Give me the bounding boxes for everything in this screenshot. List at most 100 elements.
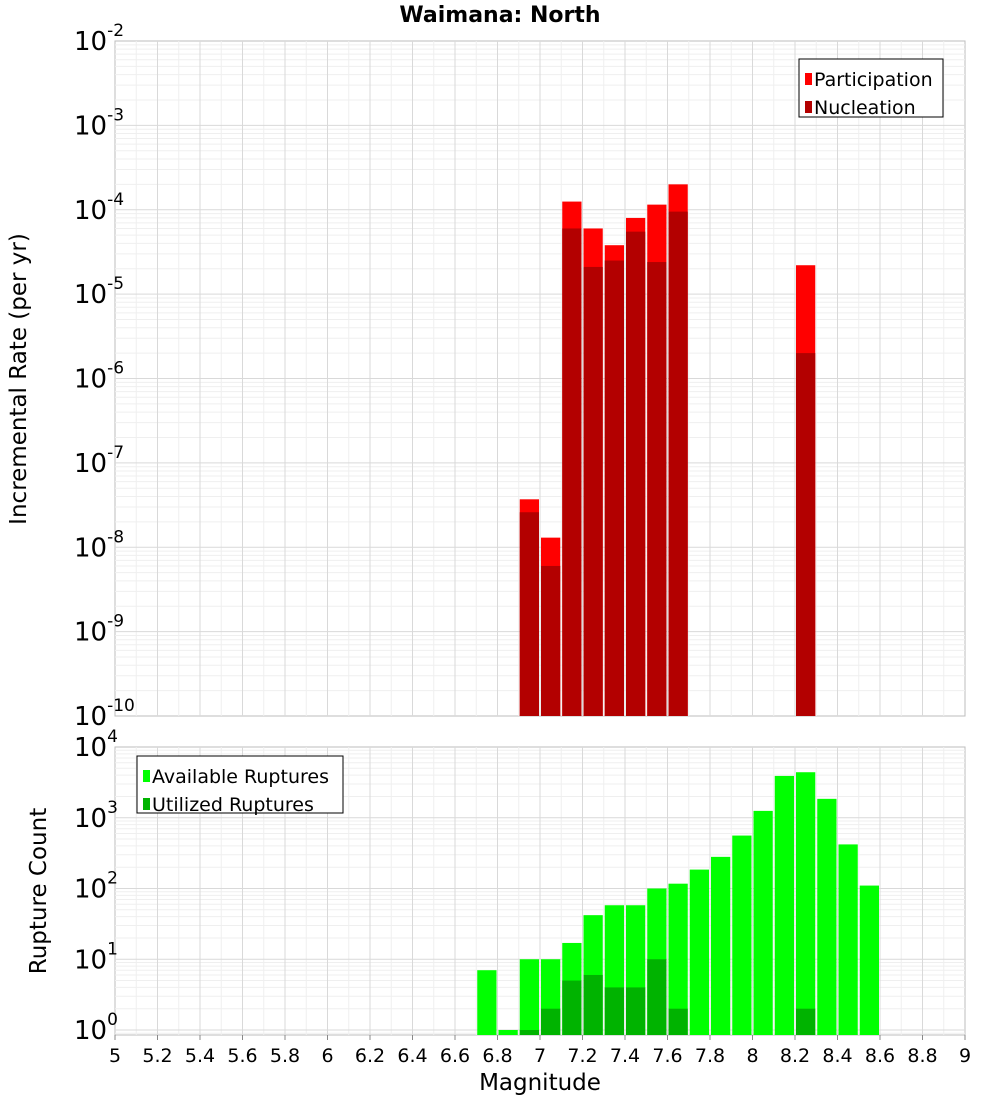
y-tick-label: 10-10 <box>74 696 135 732</box>
bar-nucleation <box>604 260 624 716</box>
bottom-y-axis-label: Rupture Count <box>26 808 52 974</box>
bar-nucleation <box>541 565 561 716</box>
x-tick-label: 9 <box>959 1045 971 1067</box>
legend-label-participation: Participation <box>814 69 933 91</box>
bar-available-ruptures <box>668 883 688 1035</box>
x-tick-label: 7.2 <box>567 1045 597 1067</box>
y-tick-label: 104 <box>74 727 118 763</box>
bar-nucleation <box>583 266 603 716</box>
bar-available-ruptures <box>732 835 752 1035</box>
x-tick-label: 8.8 <box>907 1045 937 1067</box>
bottom-bars <box>477 772 879 1035</box>
y-tick-label: 10-6 <box>74 359 124 395</box>
bar-utilized-ruptures <box>541 1008 561 1035</box>
bottom-legend-box <box>136 755 344 814</box>
bar-utilized-ruptures <box>626 987 646 1035</box>
legend-label-utilized-ruptures: Utilized Ruptures <box>152 794 314 816</box>
y-tick-label: 10-4 <box>74 190 124 226</box>
y-tick-label: 10-5 <box>74 274 124 310</box>
x-tick-label: 5.4 <box>185 1045 215 1067</box>
bar-available-ruptures <box>774 775 794 1035</box>
bar-available-ruptures <box>796 772 816 1035</box>
y-tick-label: 10-3 <box>74 105 124 141</box>
bar-available-ruptures <box>711 856 731 1035</box>
bar-available-ruptures <box>519 959 539 1035</box>
top-legend-box <box>798 58 944 118</box>
bar-utilized-ruptures <box>796 1008 816 1035</box>
bar-utilized-ruptures <box>583 974 603 1035</box>
top-legend: Participation Nucleation <box>798 58 944 119</box>
bar-nucleation <box>668 211 688 716</box>
y-tick-base: 10 <box>74 733 107 763</box>
bar-available-ruptures <box>477 970 497 1035</box>
y-tick-base: 10 <box>74 804 107 834</box>
x-tick-label: 8 <box>746 1045 758 1067</box>
legend-swatch-participation <box>805 73 812 85</box>
bar-available-ruptures <box>817 798 837 1035</box>
x-tick-label: 8.4 <box>822 1045 852 1067</box>
x-axis-label: Magnitude <box>479 1070 601 1096</box>
x-tick-label: 5.6 <box>227 1045 257 1067</box>
y-tick-base: 10 <box>74 618 107 648</box>
x-tick-label: 6.8 <box>482 1045 512 1067</box>
bar-utilized-ruptures <box>647 959 667 1035</box>
chart-title: Waimana: North <box>399 3 600 28</box>
top-y-axis-label: Incremental Rate (per yr) <box>6 233 32 525</box>
legend-swatch-nucleation <box>805 101 812 113</box>
y-tick-exponent: 2 <box>107 869 118 889</box>
y-tick-base: 10 <box>74 365 107 395</box>
x-tick-label: 7.6 <box>652 1045 682 1067</box>
y-tick-base: 10 <box>74 702 107 732</box>
y-tick-base: 10 <box>74 533 107 563</box>
y-tick-exponent: -5 <box>107 274 124 294</box>
y-tick-label: 10-7 <box>74 443 124 479</box>
bar-utilized-ruptures <box>519 1030 539 1035</box>
y-tick-label: 103 <box>74 798 118 834</box>
bar-available-ruptures <box>689 869 709 1035</box>
legend-swatch-utilized-ruptures <box>143 798 150 810</box>
y-tick-exponent: -4 <box>107 190 124 210</box>
y-tick-base: 10 <box>74 945 107 975</box>
top-major-grid <box>115 41 965 716</box>
x-tick-label: 5 <box>109 1045 121 1067</box>
bar-available-ruptures <box>498 1030 518 1035</box>
x-tick-label: 5.2 <box>142 1045 172 1067</box>
y-tick-label: 101 <box>74 939 118 975</box>
y-tick-base: 10 <box>74 27 107 57</box>
y-tick-base: 10 <box>74 111 107 141</box>
y-tick-base: 10 <box>74 875 107 905</box>
x-tick-label: 5.8 <box>270 1045 300 1067</box>
y-tick-exponent: 1 <box>107 939 118 959</box>
y-tick-label: 100 <box>74 1010 118 1046</box>
y-tick-label: 102 <box>74 869 118 905</box>
y-tick-base: 10 <box>74 280 107 310</box>
y-tick-exponent: 4 <box>107 727 118 747</box>
y-tick-exponent: -6 <box>107 359 124 379</box>
x-tick-label: 8.6 <box>865 1045 895 1067</box>
bar-nucleation <box>562 228 582 716</box>
y-tick-label: 10-2 <box>74 21 124 57</box>
y-tick-exponent: -2 <box>107 21 124 41</box>
x-tick-label: 7.8 <box>695 1045 725 1067</box>
y-tick-exponent: -7 <box>107 443 124 463</box>
y-tick-base: 10 <box>74 1016 107 1046</box>
top-bars <box>519 184 816 717</box>
y-tick-exponent: -9 <box>107 612 124 632</box>
bar-utilized-ruptures <box>604 987 624 1035</box>
y-tick-base: 10 <box>74 196 107 226</box>
x-tick-labels: 5 5.2 5.4 5.6 5.8 6 6.2 6.4 6.6 6.8 7 7.2 7.4 7.6 7.8 8… <box>109 1035 971 1067</box>
bar-nucleation <box>647 262 667 716</box>
y-tick-exponent: -8 <box>107 527 124 547</box>
bar-nucleation <box>626 231 646 716</box>
x-tick-label: 6.4 <box>397 1045 427 1067</box>
bar-utilized-ruptures <box>562 980 582 1035</box>
legend-label-available-ruptures: Available Ruptures <box>152 766 329 788</box>
y-tick-exponent: -3 <box>107 105 124 125</box>
y-tick-exponent: -10 <box>107 696 135 716</box>
